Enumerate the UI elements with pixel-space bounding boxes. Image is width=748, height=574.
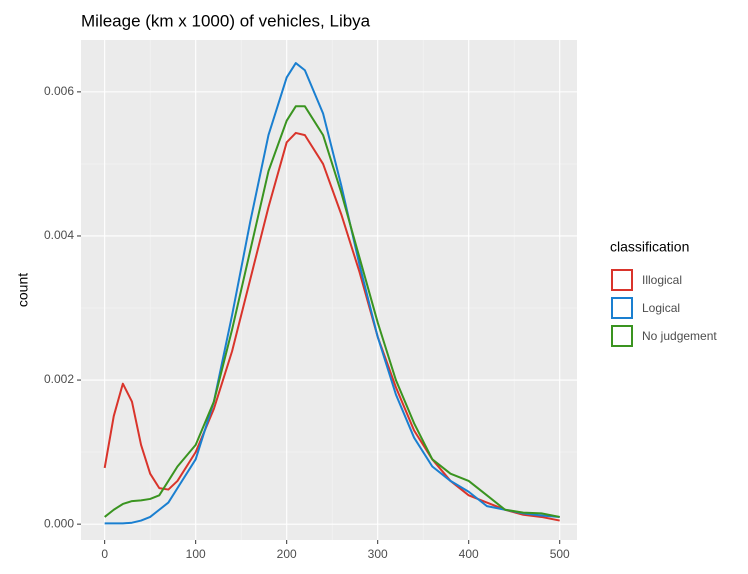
x-tick-label: 0 (101, 547, 108, 561)
line (104, 62, 560, 525)
y-tick-label: 0.006 (44, 84, 74, 98)
line (104, 105, 560, 518)
legend-key (611, 269, 633, 291)
legend-key (611, 325, 633, 347)
x-tick-label: 300 (368, 547, 388, 561)
x-tick-label: 500 (550, 547, 570, 561)
legend-label: No judgement (642, 329, 717, 343)
y-tick-label: 0.000 (44, 516, 74, 530)
y-axis-label: count (15, 273, 31, 307)
line (103, 131, 560, 522)
y-tick-label: 0.004 (44, 228, 74, 242)
legend-key (611, 297, 633, 319)
x-tick-label: 400 (459, 547, 479, 561)
legend-title: classification (610, 239, 689, 255)
y-tick-label: 0.002 (44, 372, 74, 386)
legend-label: Logical (642, 301, 680, 315)
x-tick-label: 100 (186, 547, 206, 561)
legend-label: Illogical (642, 273, 682, 287)
panel (81, 40, 577, 540)
x-tick-label: 200 (277, 547, 297, 561)
chart-title: Mileage (km x 1000) of vehicles, Libya (81, 11, 371, 30)
